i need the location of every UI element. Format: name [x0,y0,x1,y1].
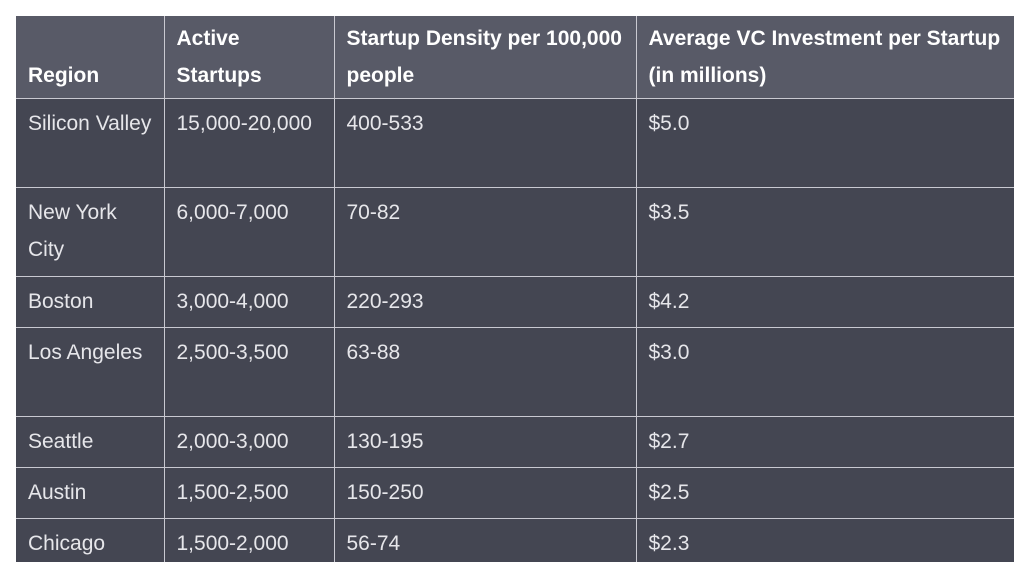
cell-active-startups: 2,000-3,000 [164,416,335,468]
cell-active-startups: 1,500-2,500 [164,467,335,519]
table-row: Silicon Valley 15,000-20,000 400-533 $5.… [16,98,1014,188]
table-row: Los Angeles 2,500-3,500 63-88 $3.0 [16,327,1014,417]
header-active-startups: Active Startups [164,16,335,99]
table-row: New York City 6,000-7,000 70-82 $3.5 [16,187,1014,277]
header-startup-density: Startup Density per 100,000 people [334,16,637,99]
cell-startup-density: 400-533 [334,98,637,188]
cell-avg-vc-investment: $2.7 [636,416,1014,468]
cell-avg-vc-investment: $4.2 [636,276,1014,328]
cell-region: Seattle [16,416,165,468]
cell-avg-vc-investment: $3.5 [636,187,1014,277]
cell-active-startups: 2,500-3,500 [164,327,335,417]
cell-active-startups: 6,000-7,000 [164,187,335,277]
bottom-crop-edge [0,563,1024,577]
cell-startup-density: 56-74 [334,518,637,562]
cell-region: New York City [16,187,165,277]
cell-region: Boston [16,276,165,328]
table-row: Austin 1,500-2,500 150-250 $2.5 [16,467,1014,519]
header-avg-vc-investment: Average VC Investment per Startup (in mi… [636,16,1014,99]
table-row: Boston 3,000-4,000 220-293 $4.2 [16,276,1014,328]
cell-avg-vc-investment: $2.3 [636,518,1014,562]
table-row: Chicago 1,500-2,000 56-74 $2.3 [16,518,1014,562]
cell-avg-vc-investment: $5.0 [636,98,1014,188]
cell-startup-density: 70-82 [334,187,637,277]
cell-region: Chicago [16,518,165,562]
cell-startup-density: 220-293 [334,276,637,328]
cell-startup-density: 150-250 [334,467,637,519]
header-region: Region [16,16,165,99]
cell-active-startups: 1,500-2,000 [164,518,335,562]
cell-region: Austin [16,467,165,519]
table-header-row: Region Active Startups Startup Density p… [16,16,1014,99]
cell-region: Los Angeles [16,327,165,417]
table-row: Seattle 2,000-3,000 130-195 $2.7 [16,416,1014,468]
cell-avg-vc-investment: $2.5 [636,467,1014,519]
cell-region: Silicon Valley [16,98,165,188]
cell-startup-density: 130-195 [334,416,637,468]
cell-startup-density: 63-88 [334,327,637,417]
data-table: Region Active Startups Startup Density p… [16,16,1014,562]
cell-active-startups: 3,000-4,000 [164,276,335,328]
cell-avg-vc-investment: $3.0 [636,327,1014,417]
cell-active-startups: 15,000-20,000 [164,98,335,188]
